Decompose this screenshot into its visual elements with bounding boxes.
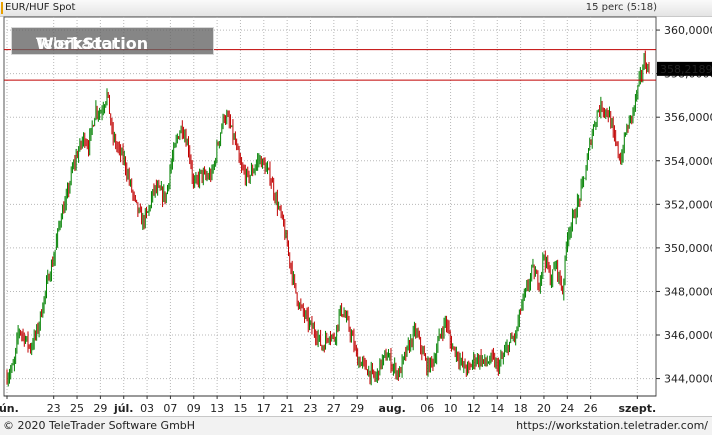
x-tick-label: 09: [187, 402, 201, 415]
x-tick-label: 13: [210, 402, 224, 415]
y-tick-label: 352,0000: [664, 198, 712, 211]
x-tick-label: 07: [163, 402, 177, 415]
last-price-label-bg: [657, 61, 712, 76]
watermark-product: WorkStation: [36, 34, 149, 53]
copyright-text: © 2020 TeleTrader Software GmbH: [3, 419, 196, 432]
x-tick-label: 27: [327, 402, 341, 415]
price-chart[interactable]: 344,0000 346,0000 348,0000 350,0000 352,0000…: [0, 0, 712, 416]
y-tick-label: 360,0000: [664, 24, 712, 37]
x-tick-label: 06: [420, 402, 434, 415]
y-tick-label: 354,0000: [664, 155, 712, 168]
x-tick-label: szept.: [618, 402, 656, 415]
x-tick-label: 25: [70, 402, 84, 415]
x-tick-label: 20: [537, 402, 551, 415]
x-tick-label: 10: [444, 402, 458, 415]
footer-bar: © 2020 TeleTrader Software GmbH https://…: [0, 416, 712, 435]
x-tick-label: 29: [350, 402, 364, 415]
x-tick-label: jún.: [0, 402, 19, 415]
x-tick-label: 26: [584, 402, 598, 415]
x-tick-label: 23: [303, 402, 317, 415]
symbol-color-marker: [1, 2, 3, 14]
x-tick-label: 12: [467, 402, 481, 415]
y-tick-label: 356,0000: [664, 111, 712, 124]
x-tick-label: 17: [257, 402, 271, 415]
y-tick-label: 346,0000: [664, 329, 712, 342]
y-tick-label: 350,0000: [664, 242, 712, 255]
x-tick-label: 03: [140, 402, 154, 415]
axes: 344,0000 346,0000 348,0000 350,0000 352,0000…: [0, 24, 712, 415]
y-tick-label: 348,0000: [664, 285, 712, 298]
teletrader-watermark: TeleTrader WorkStation: [11, 27, 214, 55]
interval-label[interactable]: 15 perc (5:18): [585, 2, 657, 13]
x-tick-label: 23: [47, 402, 61, 415]
footer-url[interactable]: https://workstation.teletrader.com/: [516, 419, 708, 432]
x-tick-label: 24: [560, 402, 574, 415]
x-tick-label: 21: [280, 402, 294, 415]
y-tick-label: 344,0000: [664, 373, 712, 386]
watermark-brand: TeleTrader: [36, 34, 118, 53]
x-tick-label: júl.: [113, 402, 134, 415]
last-price-label: 358,2189: [660, 63, 712, 76]
symbol-title[interactable]: EUR/HUF Spot: [5, 2, 76, 13]
x-tick-label: 18: [514, 402, 528, 415]
x-tick-label: aug.: [379, 402, 406, 415]
candles: [6, 50, 650, 387]
x-tick-label: 14: [490, 402, 504, 415]
x-tick-label: 29: [93, 402, 107, 415]
x-tick-label: 15: [233, 402, 247, 415]
